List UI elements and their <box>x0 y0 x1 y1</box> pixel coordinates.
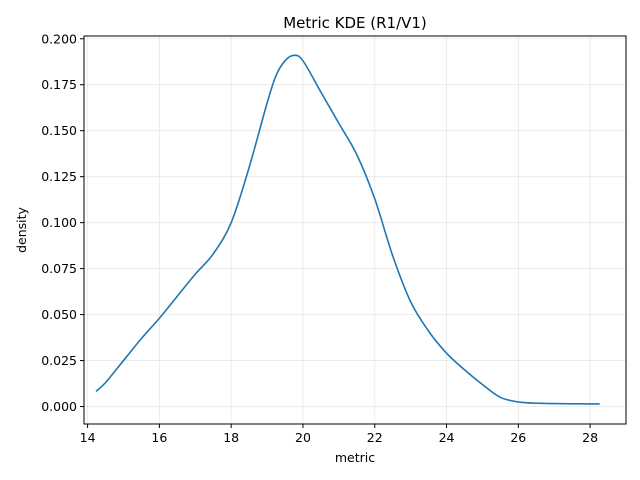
y-tick-label: 0.075 <box>41 261 77 276</box>
y-axis: 0.000 0.025 0.050 0.075 0.100 0.125 0.150 0.175… <box>41 31 84 414</box>
x-tick-label: 24 <box>439 430 455 445</box>
y-tick-label: 0.050 <box>41 307 77 322</box>
axes-frame <box>83 35 627 425</box>
y-tick-label: 0.175 <box>41 77 77 92</box>
y-tick-label: 0.125 <box>41 169 77 184</box>
y-tick-label: 0.150 <box>41 123 77 138</box>
x-tick-label: 20 <box>295 430 311 445</box>
y-tick-label: 0.025 <box>41 353 77 368</box>
x-tick-label: 16 <box>151 430 167 445</box>
kde-series-line <box>95 54 600 405</box>
x-tick-label: 14 <box>80 430 96 445</box>
y-tick-label: 0.200 <box>41 31 77 46</box>
x-tick-label: 26 <box>510 430 526 445</box>
y-tick-label: 0.100 <box>41 215 77 230</box>
x-tick-label: 28 <box>582 430 598 445</box>
x-axis: 14 16 18 20 22 24 26 28 <box>80 424 598 445</box>
plot-area <box>95 54 600 405</box>
y-axis-label: density <box>14 206 29 252</box>
x-tick-label: 22 <box>367 430 383 445</box>
chart-title: Metric KDE (R1/V1) <box>283 14 427 32</box>
x-axis-label: metric <box>335 450 375 465</box>
y-tick-label: 0.000 <box>41 399 77 414</box>
x-tick-label: 18 <box>223 430 239 445</box>
grid <box>84 36 626 424</box>
